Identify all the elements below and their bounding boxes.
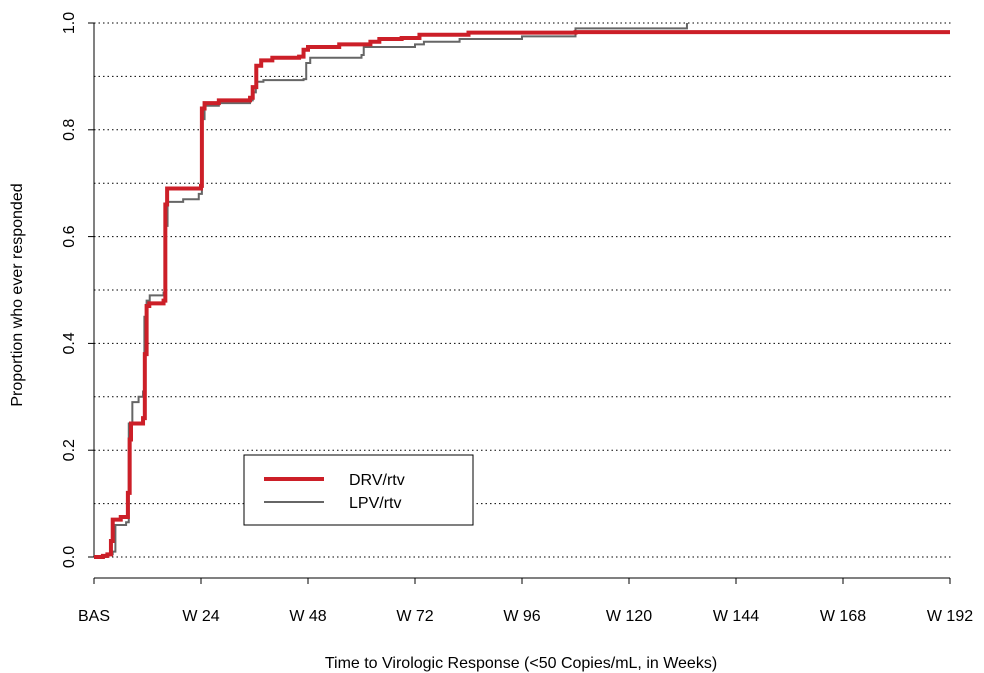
y-tick-label-4: 0.8: [61, 119, 78, 141]
y-tick-label-0: 0.0: [61, 546, 78, 568]
x-tick-label-6: W 144: [713, 608, 759, 625]
x-axis-title: Time to Virologic Response (<50 Copies/m…: [325, 655, 717, 672]
legend-label-lpv-rtv: LPV/rtv: [349, 495, 401, 512]
y-tick-label-2: 0.4: [61, 332, 78, 354]
x-tick-label-0: BAS: [78, 608, 110, 625]
series-line-drv-rtv: [94, 30, 950, 559]
x-tick-label-4: W 96: [503, 608, 540, 625]
y-tick-label-1: 0.2: [61, 439, 78, 461]
legend-box: [243, 454, 474, 526]
axes: 0.0 0.2 0.4 0.6 0.8 1.0 BAS W 24 W 48 W 72 W 96 W 1…: [61, 12, 973, 625]
x-tick-label-5: W 120: [606, 608, 652, 625]
series-lines: [94, 23, 950, 559]
x-tick-label-2: W 48: [289, 608, 326, 625]
x-tick-label-3: W 72: [396, 608, 433, 625]
y-tick-label-5: 1.0: [61, 12, 78, 34]
gridlines: [94, 22, 952, 558]
x-tick-label-7: W 168: [820, 608, 866, 625]
y-tick-label-3: 0.6: [61, 225, 78, 247]
legend-label-drv-rtv: DRV/rtv: [349, 472, 405, 489]
x-tick-label-1: W 24: [182, 608, 219, 625]
legend: DRV/rtv LPV/rtv: [243, 454, 474, 526]
x-tick-label-8: W 192: [927, 608, 973, 625]
y-axis-title: Proportion who ever responded: [9, 183, 26, 406]
